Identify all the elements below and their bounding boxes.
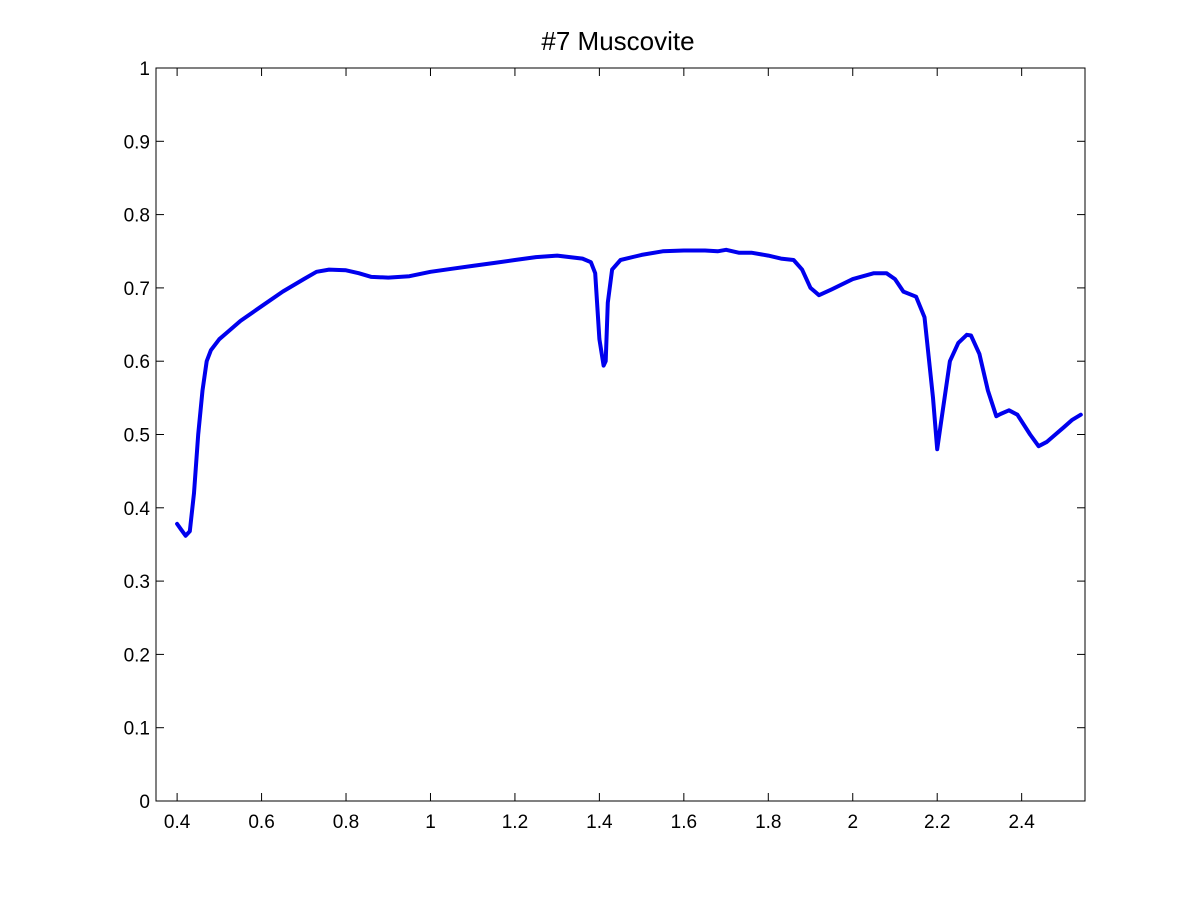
y-tick-label: 0.9 [124, 132, 150, 153]
x-tick-label: 0.8 [333, 812, 359, 833]
y-tick-label: 0.4 [124, 499, 151, 520]
x-tick-label: 0.6 [248, 812, 274, 833]
y-tick-label: 0.1 [124, 719, 150, 740]
x-tick-label: 1 [425, 812, 436, 833]
x-tick-label: 1.2 [502, 812, 528, 833]
x-tick-label: 2.4 [1008, 812, 1035, 833]
series-group [175, 247, 1083, 538]
x-tick-label: 2 [847, 812, 858, 833]
y-tick-label: 0.6 [124, 352, 150, 373]
y-tick-label: 0.5 [124, 426, 150, 447]
x-axis: 0.4 0.6 0.8 1 1.2 1.4 1.6 1.8 2 2.2 2.4 [164, 68, 1035, 833]
x-tick-label: 1.4 [586, 812, 613, 833]
y-tick-label: 0.8 [124, 206, 150, 227]
x-tick-label: 2.2 [924, 812, 950, 833]
y-tick-label: 0.2 [124, 645, 150, 666]
x-tick-label: 0.4 [164, 812, 191, 833]
x-tick-label: 1.8 [755, 812, 781, 833]
plot-frame [155, 67, 1086, 802]
series-line [175, 247, 1083, 538]
x-tick-label: 1.6 [671, 812, 697, 833]
y-tick-label: 0 [139, 792, 150, 813]
y-tick-label: 0.3 [124, 572, 150, 593]
y-tick-label: 0.7 [124, 279, 150, 300]
chart-title: #7 Muscovite [541, 26, 694, 56]
y-tick-label: 1 [139, 59, 150, 80]
